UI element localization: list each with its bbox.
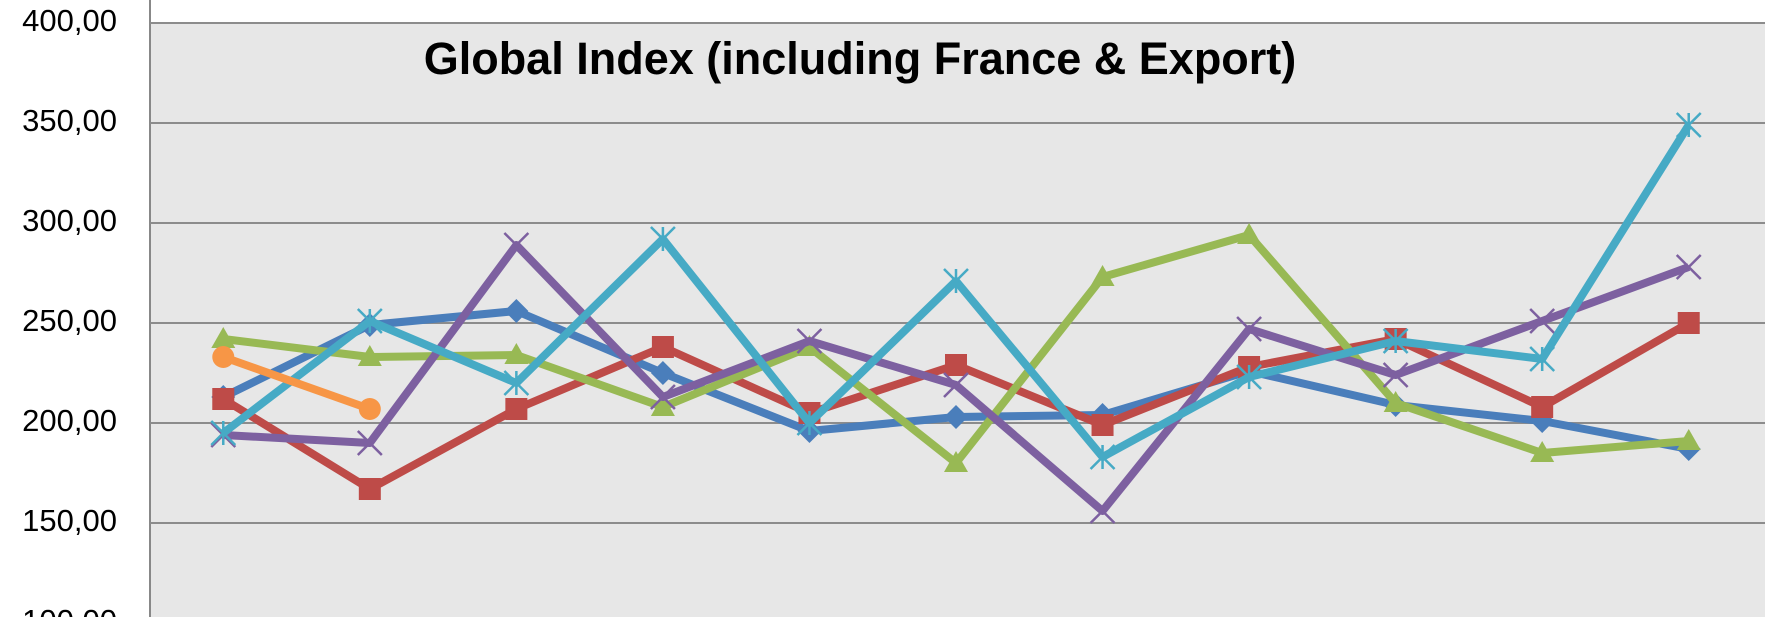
marker bbox=[1090, 265, 1115, 286]
marker bbox=[797, 335, 822, 356]
series-line bbox=[221, 353, 372, 413]
marker bbox=[1089, 498, 1116, 524]
marker bbox=[358, 398, 381, 420]
marker bbox=[1529, 346, 1556, 372]
chart-title: Global Index (including France & Export) bbox=[424, 33, 1297, 84]
marker bbox=[1675, 254, 1702, 280]
marker bbox=[1676, 429, 1701, 450]
marker bbox=[1089, 444, 1116, 470]
y-tick-label: 100,00 bbox=[22, 603, 117, 617]
y-tick-label: 250,00 bbox=[22, 303, 117, 338]
marker bbox=[796, 410, 823, 436]
marker bbox=[650, 395, 675, 416]
marker bbox=[943, 268, 969, 294]
marker bbox=[357, 345, 382, 366]
marker bbox=[650, 226, 676, 252]
marker bbox=[212, 388, 235, 410]
series bbox=[210, 112, 1702, 470]
marker bbox=[211, 327, 236, 348]
series-group bbox=[210, 112, 1702, 524]
y-tick-label: 350,00 bbox=[22, 103, 117, 138]
marker bbox=[796, 328, 823, 354]
marker bbox=[1237, 223, 1262, 244]
marker bbox=[503, 370, 530, 396]
y-tick-label: 150,00 bbox=[22, 503, 117, 538]
marker bbox=[651, 336, 674, 358]
marker bbox=[1236, 364, 1262, 390]
marker bbox=[212, 346, 235, 368]
marker bbox=[1383, 391, 1408, 412]
marker bbox=[358, 478, 381, 500]
y-tick-label: 200,00 bbox=[22, 403, 117, 438]
marker bbox=[210, 420, 237, 446]
series bbox=[211, 223, 1701, 472]
marker bbox=[944, 451, 968, 472]
marker bbox=[503, 232, 530, 258]
marker bbox=[505, 398, 528, 420]
marker bbox=[943, 372, 969, 398]
marker bbox=[1091, 414, 1114, 436]
marker bbox=[1529, 308, 1556, 334]
marker bbox=[1382, 362, 1409, 388]
marker bbox=[650, 361, 675, 385]
y-tick-label: 400,00 bbox=[22, 3, 117, 38]
marker bbox=[1677, 312, 1700, 334]
marker bbox=[504, 299, 529, 323]
marker bbox=[1382, 328, 1409, 354]
marker bbox=[504, 343, 529, 364]
series bbox=[212, 346, 381, 420]
marker bbox=[944, 405, 968, 429]
marker bbox=[1675, 112, 1702, 138]
y-tick-label: 300,00 bbox=[22, 203, 117, 238]
marker bbox=[1530, 441, 1555, 462]
marker bbox=[945, 354, 967, 376]
marker bbox=[650, 384, 676, 410]
series bbox=[210, 232, 1702, 524]
marker bbox=[1531, 396, 1554, 418]
marker bbox=[356, 308, 383, 334]
marker bbox=[1236, 316, 1262, 342]
marker bbox=[356, 430, 383, 456]
